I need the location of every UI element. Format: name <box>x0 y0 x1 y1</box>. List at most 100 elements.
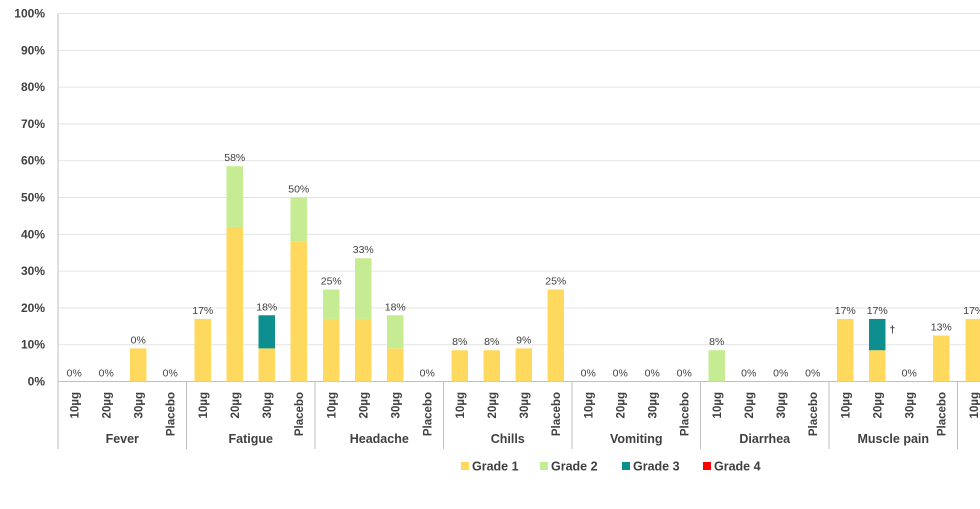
data-label: 0% <box>420 368 435 380</box>
x-tick-label: 10µg <box>583 392 595 418</box>
group-label: Muscle pain <box>857 432 929 446</box>
bar-segment <box>387 348 404 381</box>
legend-label: Grade 4 <box>714 460 761 474</box>
x-tick-label: 20µg <box>744 392 756 418</box>
data-label: 9% <box>516 334 531 346</box>
group-label: Fatigue <box>229 432 273 446</box>
data-label: 18% <box>256 301 277 313</box>
bar-segment <box>291 242 308 382</box>
bar-segment <box>516 348 533 381</box>
bar-segment <box>259 348 276 381</box>
y-tick-label: 100% <box>14 7 45 21</box>
y-tick-label: 60% <box>21 154 45 168</box>
data-label: 18% <box>385 301 406 313</box>
group-label: Diarrhea <box>739 432 791 446</box>
y-tick-label: 30% <box>21 264 45 278</box>
data-label: 0% <box>131 334 146 346</box>
x-tick-label: 10µg <box>969 392 980 418</box>
x-tick-label: 20µg <box>358 392 370 418</box>
data-label: 8% <box>709 336 724 348</box>
data-label: 17% <box>192 305 213 317</box>
group-label: Chills <box>491 432 525 446</box>
x-tick-label: 20µg <box>101 392 113 418</box>
x-tick-label: 30µg <box>262 392 274 418</box>
y-tick-label: 40% <box>21 227 45 241</box>
x-tick-label: 20µg <box>872 392 884 418</box>
data-label: 25% <box>545 276 566 288</box>
x-tick-label: 30µg <box>904 392 916 418</box>
x-tick-label: 30µg <box>519 392 531 418</box>
bar-segment <box>869 319 886 350</box>
bar-segment <box>709 350 726 381</box>
y-tick-label: 80% <box>21 80 45 94</box>
legend-label: Grade 1 <box>472 460 519 474</box>
bar-segment <box>966 319 980 382</box>
x-tick-label: 10µg <box>840 392 852 418</box>
data-label: 17% <box>835 305 856 317</box>
group-label: Headache <box>350 432 409 446</box>
legend-swatch <box>622 462 630 470</box>
legend-swatch <box>461 462 469 470</box>
x-tick-label: Placebo <box>422 392 434 436</box>
data-label: 0% <box>645 368 660 380</box>
x-tick-label: Placebo <box>679 392 691 436</box>
y-tick-label: 10% <box>21 338 45 352</box>
data-label: 0% <box>581 368 596 380</box>
x-tick-label: Placebo <box>165 392 177 436</box>
data-label: 17% <box>867 305 888 317</box>
dagger-annotation: † <box>890 324 896 336</box>
bar-segment <box>355 258 372 319</box>
x-tick-label: 30µg <box>647 392 659 418</box>
bar-segment <box>195 319 212 382</box>
bar-segment <box>387 315 404 348</box>
group-label: Vomiting <box>610 432 663 446</box>
y-tick-label: 0% <box>28 375 46 389</box>
bar-segment <box>452 350 469 381</box>
data-label: 0% <box>902 368 917 380</box>
bar-segment <box>130 348 147 381</box>
x-tick-label: 20µg <box>487 392 499 418</box>
legend-swatch <box>703 462 711 470</box>
bar-segment <box>227 227 244 382</box>
bar-segment <box>933 336 950 382</box>
data-label: 0% <box>741 368 756 380</box>
x-tick-label: Placebo <box>551 392 563 436</box>
x-tick-label: 20µg <box>230 392 242 418</box>
bar-segment <box>323 290 340 319</box>
bar-segment <box>869 350 886 381</box>
x-tick-label: Placebo <box>294 392 306 436</box>
x-tick-label: 10µg <box>198 392 210 418</box>
data-label: 8% <box>452 336 467 348</box>
data-label: 8% <box>484 336 499 348</box>
legend-label: Grade 2 <box>551 460 598 474</box>
data-label: 33% <box>353 244 374 256</box>
bar-segment <box>837 319 854 382</box>
legend-label: Grade 3 <box>633 460 680 474</box>
bar-segment <box>323 319 340 382</box>
data-label: 25% <box>321 276 342 288</box>
legend-swatch <box>540 462 548 470</box>
data-label: 0% <box>773 368 788 380</box>
y-tick-label: 50% <box>21 191 45 205</box>
x-tick-label: Placebo <box>936 392 948 436</box>
x-tick-label: 20µg <box>615 392 627 418</box>
y-tick-label: 90% <box>21 43 45 57</box>
data-label: 50% <box>288 184 309 196</box>
x-tick-label: 10µg <box>69 392 81 418</box>
data-label: 0% <box>67 368 82 380</box>
x-tick-label: 10µg <box>326 392 338 418</box>
data-label: 0% <box>99 368 114 380</box>
data-label: 58% <box>224 152 245 164</box>
bar-segment <box>259 315 276 348</box>
x-tick-label: Placebo <box>808 392 820 436</box>
data-label: 0% <box>163 368 178 380</box>
y-tick-label: 20% <box>21 301 45 315</box>
group-label: Fever <box>106 432 139 446</box>
bar-segment <box>484 350 501 381</box>
bar-segment <box>548 290 565 382</box>
bar-segment <box>291 198 308 242</box>
y-tick-label: 70% <box>21 117 45 131</box>
data-label: 13% <box>931 322 952 334</box>
x-tick-label: 10µg <box>455 392 467 418</box>
